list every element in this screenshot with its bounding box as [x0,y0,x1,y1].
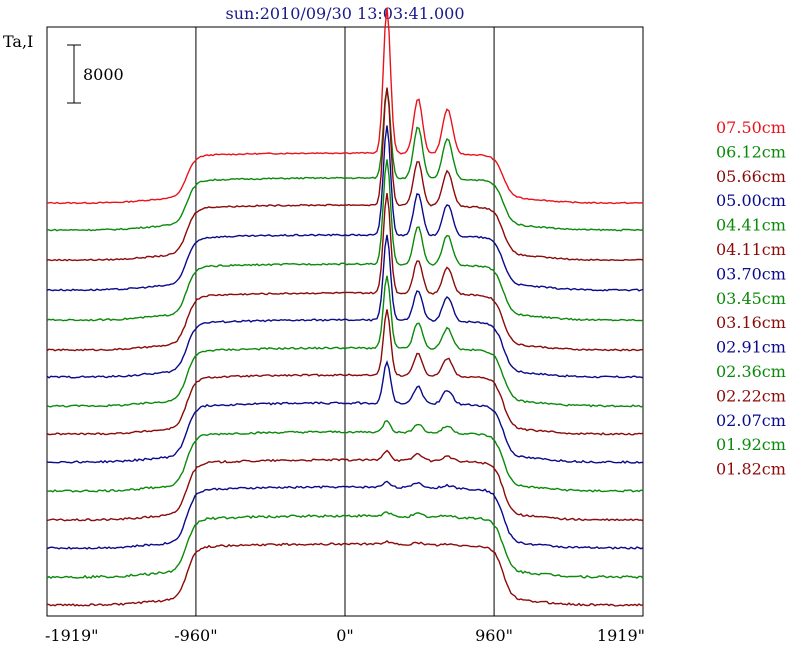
x-tick-label: 960" [475,626,513,645]
chart-title: sun:2010/09/30 13:03:41.000 [226,4,465,23]
series-line-02.36cm [47,420,644,493]
series-line-07.50cm [46,7,644,205]
legend: 07.50cm 06.12cm 05.66cm 05.00cm 04.41cm 04.11… [716,118,786,479]
series-line-02.22cm [46,449,644,522]
series-line-01.82cm [46,539,644,607]
legend-entry: 01.92cm [716,435,786,454]
series-line-06.12cm [46,88,644,232]
legend-entry: 05.66cm [716,167,786,186]
legend-entry: 05.00cm [716,191,786,210]
legend-entry: 03.70cm [716,264,786,283]
x-tick-label: -1919" [45,626,98,645]
scale-bar: 8000 [67,44,124,104]
series-curves [46,7,644,607]
series-line-02.91cm [46,359,644,464]
limb-and-center-lines [195,27,495,616]
series-line-03.70cm [46,234,644,379]
series-line-04.41cm [46,159,644,322]
legend-entry: 02.91cm [716,338,786,357]
series-line-01.92cm [46,511,644,579]
legend-entry: 03.16cm [716,313,786,332]
legend-entry: 02.07cm [716,411,786,430]
x-tick-label: -960" [174,626,217,645]
legend-entry: 01.82cm [716,460,786,479]
series-line-03.16cm [46,309,644,436]
y-axis-label: Ta,I [3,32,33,51]
series-line-05.66cm [46,87,644,262]
series-line-03.45cm [46,275,644,408]
legend-entry: 02.22cm [716,386,786,405]
x-tick-label: 1919" [597,626,645,645]
legend-entry: 02.36cm [716,362,786,381]
scale-bar-label: 8000 [83,65,124,84]
legend-entry: 06.12cm [716,142,786,161]
legend-entry: 07.50cm [716,118,786,137]
series-line-05.00cm [46,125,644,292]
x-axis-ticks: -1919" -960" 0" 960" 1919" [45,626,645,645]
legend-entry: 04.11cm [716,240,786,259]
x-tick-label: 0" [336,626,354,645]
series-line-04.11cm [46,193,644,352]
legend-entry: 03.45cm [716,289,786,308]
series-line-02.07cm [46,480,644,550]
legend-entry: 04.41cm [716,216,786,235]
